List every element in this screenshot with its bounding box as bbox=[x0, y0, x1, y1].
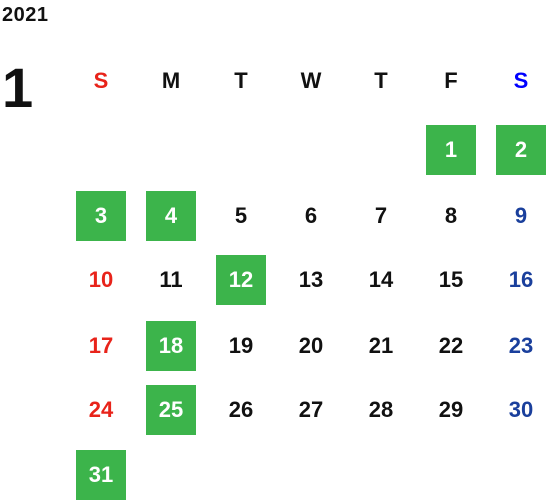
day-cell[interactable]: 19 bbox=[228, 333, 254, 358]
day-cell[interactable]: 18 bbox=[146, 321, 196, 371]
day-cell[interactable]: 27 bbox=[298, 397, 324, 422]
day-cell[interactable]: 1 bbox=[426, 125, 476, 175]
day-cell[interactable]: 11 bbox=[159, 267, 183, 292]
day-cell[interactable]: 4 bbox=[146, 191, 196, 241]
day-cell[interactable]: 16 bbox=[508, 267, 534, 292]
day-cell[interactable]: 12 bbox=[216, 255, 266, 305]
day-cell[interactable]: 14 bbox=[368, 267, 394, 292]
day-cell[interactable]: 28 bbox=[368, 397, 394, 422]
day-cell[interactable]: 9 bbox=[514, 203, 528, 228]
day-cell[interactable]: 5 bbox=[234, 203, 248, 228]
day-cell[interactable]: 26 bbox=[228, 397, 254, 422]
weekday-header-monday: M bbox=[161, 68, 181, 93]
day-cell[interactable]: 21 bbox=[368, 333, 394, 358]
day-cell[interactable]: 29 bbox=[438, 397, 464, 422]
day-cell[interactable]: 25 bbox=[146, 385, 196, 435]
day-cell[interactable]: 13 bbox=[298, 267, 324, 292]
day-cell[interactable]: 2 bbox=[496, 125, 546, 175]
day-cell[interactable]: 22 bbox=[438, 333, 464, 358]
day-cell[interactable]: 23 bbox=[508, 333, 534, 358]
weekday-header-wednesday: W bbox=[300, 68, 322, 93]
day-cell[interactable]: 3 bbox=[76, 191, 126, 241]
day-cell[interactable]: 24 bbox=[88, 397, 114, 422]
weekday-header-tuesday: T bbox=[234, 68, 248, 93]
day-cell[interactable]: 30 bbox=[508, 397, 534, 422]
day-cell[interactable]: 15 bbox=[438, 267, 464, 292]
day-cell[interactable]: 10 bbox=[88, 267, 114, 292]
day-cell[interactable]: 6 bbox=[304, 203, 318, 228]
day-cell[interactable]: 7 bbox=[374, 203, 388, 228]
weekday-header-sunday: S bbox=[93, 68, 109, 93]
weekday-header-friday: F bbox=[444, 68, 458, 93]
day-cell[interactable]: 8 bbox=[444, 203, 458, 228]
month-number: 1 bbox=[2, 56, 34, 119]
year-label: 2021 bbox=[2, 4, 49, 26]
day-cell[interactable]: 31 bbox=[76, 450, 126, 500]
day-cell[interactable]: 17 bbox=[88, 333, 114, 358]
weekday-header-thursday: T bbox=[374, 68, 388, 93]
day-cell[interactable]: 20 bbox=[298, 333, 324, 358]
weekday-header-saturday: S bbox=[513, 68, 529, 93]
